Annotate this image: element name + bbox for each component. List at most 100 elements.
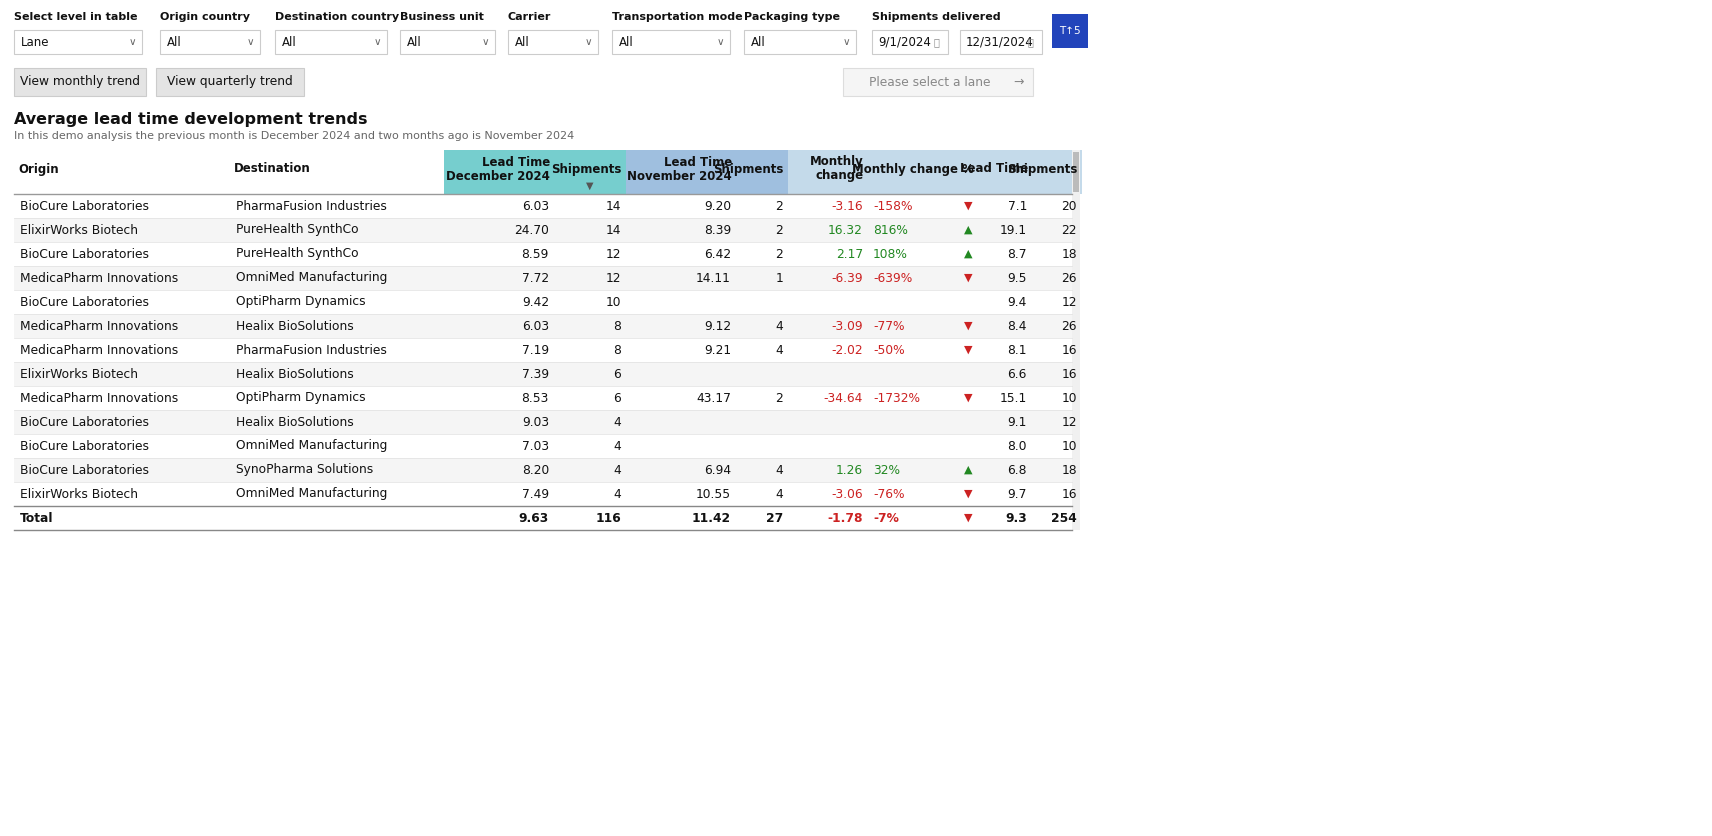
Text: Healix BioSolutions: Healix BioSolutions	[236, 368, 354, 380]
Text: PharmaFusion Industries: PharmaFusion Industries	[236, 344, 387, 356]
Text: Average lead time development trends: Average lead time development trends	[14, 112, 368, 127]
Text: 14: 14	[606, 223, 621, 237]
Text: ∨: ∨	[247, 37, 255, 47]
Bar	[14, 290, 1072, 314]
Text: 8.4: 8.4	[1007, 319, 1027, 333]
Text: View monthly trend: View monthly trend	[21, 75, 140, 89]
Bar	[14, 150, 229, 194]
Text: 6.03: 6.03	[522, 200, 550, 212]
Text: 12: 12	[1061, 295, 1077, 308]
Text: 8.59: 8.59	[522, 247, 550, 261]
Text: 10: 10	[606, 295, 621, 308]
Text: Please select a lane: Please select a lane	[870, 75, 991, 89]
Bar	[14, 434, 1072, 458]
Text: Lead Time: Lead Time	[664, 155, 733, 169]
Bar	[1051, 14, 1089, 48]
Text: ▲: ▲	[964, 465, 972, 475]
Text: 8.53: 8.53	[522, 391, 550, 405]
Bar	[401, 30, 495, 54]
Text: -7%: -7%	[873, 512, 899, 524]
Text: 7.1: 7.1	[1008, 200, 1027, 212]
Text: All: All	[168, 35, 181, 48]
Text: 12/31/2024: 12/31/2024	[966, 35, 1034, 48]
Text: 9.1: 9.1	[1008, 415, 1027, 429]
Bar	[14, 194, 1072, 218]
Bar	[842, 68, 1032, 96]
Text: T↑5: T↑5	[1060, 26, 1080, 36]
Text: Carrier: Carrier	[508, 12, 551, 22]
Text: 16: 16	[1061, 344, 1077, 356]
Text: 4: 4	[613, 415, 621, 429]
Text: BioCure Laboratories: BioCure Laboratories	[21, 247, 149, 261]
Text: 8.1: 8.1	[1007, 344, 1027, 356]
Bar	[14, 362, 1072, 386]
Text: -3.06: -3.06	[832, 487, 863, 501]
Text: 9.3: 9.3	[1005, 512, 1027, 524]
Text: 📅: 📅	[1027, 37, 1034, 47]
Bar	[14, 30, 142, 54]
Text: Monthly change %: Monthly change %	[853, 162, 974, 176]
Text: PureHealth SynthCo: PureHealth SynthCo	[236, 223, 358, 237]
Text: Shipments: Shipments	[714, 162, 784, 176]
Text: Healix BioSolutions: Healix BioSolutions	[236, 415, 354, 429]
Text: 8.7: 8.7	[1007, 247, 1027, 261]
Text: Origin country: Origin country	[159, 12, 250, 22]
Text: Packaging type: Packaging type	[745, 12, 841, 22]
Text: -3.16: -3.16	[832, 200, 863, 212]
Text: ∨: ∨	[373, 37, 382, 47]
Bar	[14, 506, 1072, 530]
Text: Monthly: Monthly	[810, 155, 865, 169]
Text: Healix BioSolutions: Healix BioSolutions	[236, 319, 354, 333]
Bar	[443, 150, 555, 194]
Text: 7.39: 7.39	[522, 368, 550, 380]
Text: OptiPharm Dynamics: OptiPharm Dynamics	[236, 391, 366, 405]
Text: 18: 18	[1061, 247, 1077, 261]
Text: 4: 4	[776, 344, 782, 356]
Bar	[627, 150, 736, 194]
Text: ∨: ∨	[128, 37, 137, 47]
Text: BioCure Laboratories: BioCure Laboratories	[21, 200, 149, 212]
Text: -76%: -76%	[873, 487, 904, 501]
Bar	[14, 386, 1072, 410]
Text: All: All	[620, 35, 633, 48]
Text: 1.26: 1.26	[835, 463, 863, 477]
Text: Destination country: Destination country	[276, 12, 399, 22]
Text: -2.02: -2.02	[832, 344, 863, 356]
Text: 26: 26	[1061, 272, 1077, 284]
Text: 14.11: 14.11	[697, 272, 731, 284]
Bar	[788, 150, 868, 194]
Text: 8.39: 8.39	[704, 223, 731, 237]
Text: -3.09: -3.09	[832, 319, 863, 333]
Text: 8: 8	[613, 344, 621, 356]
Text: -6.39: -6.39	[832, 272, 863, 284]
Bar	[0, 0, 1712, 62]
Text: 24.70: 24.70	[514, 223, 550, 237]
Text: 9.5: 9.5	[1007, 272, 1027, 284]
Text: 2.17: 2.17	[835, 247, 863, 261]
Text: 📅: 📅	[935, 37, 940, 47]
Text: 26: 26	[1061, 319, 1077, 333]
Text: 9.20: 9.20	[704, 200, 731, 212]
Text: 12: 12	[606, 247, 621, 261]
Bar	[871, 30, 948, 54]
Bar	[14, 68, 146, 96]
Bar	[736, 150, 788, 194]
Text: -50%: -50%	[873, 344, 904, 356]
Text: PharmaFusion Industries: PharmaFusion Industries	[236, 200, 387, 212]
Bar	[156, 68, 305, 96]
Bar	[276, 30, 387, 54]
Text: 108%: 108%	[873, 247, 907, 261]
Text: 15.1: 15.1	[1000, 391, 1027, 405]
Text: -639%: -639%	[873, 272, 912, 284]
Text: 9.4: 9.4	[1008, 295, 1027, 308]
Text: 22: 22	[1061, 223, 1077, 237]
Text: Origin: Origin	[19, 162, 58, 176]
Text: OmniMed Manufacturing: OmniMed Manufacturing	[236, 440, 387, 452]
Text: 16: 16	[1061, 368, 1077, 380]
Text: SynoPharma Solutions: SynoPharma Solutions	[236, 463, 373, 477]
Bar	[14, 218, 1072, 242]
Text: Lead Time: Lead Time	[481, 155, 550, 169]
Text: 4: 4	[613, 440, 621, 452]
Bar	[868, 150, 978, 194]
Bar	[14, 338, 1072, 362]
